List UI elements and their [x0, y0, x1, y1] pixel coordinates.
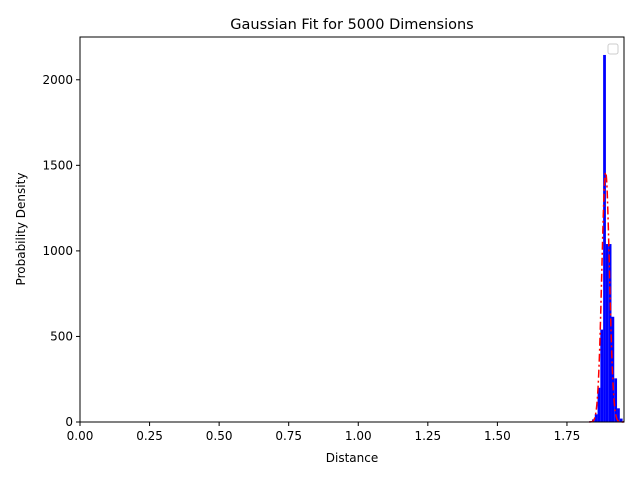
y-tick-label: 2000 [42, 73, 73, 87]
y-axis-ticks: 0 500 1000 1500 2000 [42, 73, 80, 429]
chart-title: Gaussian Fit for 5000 Dimensions [230, 17, 473, 33]
x-tick-label: 1.75 [554, 429, 581, 443]
plot-area: 0.00 0.25 0.50 0.75 1.00 1.25 1.50 1.75 0 500 100… [42, 36, 625, 443]
y-tick-label: 1500 [42, 158, 73, 172]
histogram-bar [597, 387, 601, 422]
x-tick-label: 0.50 [206, 429, 233, 443]
histogram-bar [619, 418, 623, 422]
legend [607, 43, 619, 55]
legend-box [607, 43, 619, 55]
histogram-bar [605, 244, 609, 422]
axes-frame [79, 36, 625, 423]
x-tick-label: 1.25 [414, 429, 441, 443]
y-tick-label: 500 [50, 329, 73, 343]
histogram-bar [608, 244, 612, 422]
x-tick-label: 0.00 [67, 429, 94, 443]
y-tick-label: 0 [65, 415, 73, 429]
histogram-bar [600, 329, 604, 422]
y-axis-label: Probability Density [14, 173, 28, 286]
x-tick-label: 0.75 [275, 429, 302, 443]
gaussian-fit-line [589, 171, 624, 423]
x-tick-label: 1.50 [484, 429, 511, 443]
histogram-bar [594, 414, 598, 422]
y-tick-label: 1000 [42, 244, 73, 258]
x-axis-ticks: 0.00 0.25 0.50 0.75 1.00 1.25 1.50 1.75 [67, 422, 581, 443]
histogram-bar [603, 54, 606, 422]
x-tick-label: 0.25 [136, 429, 163, 443]
histogram-bar [614, 378, 618, 422]
histogram-bar [617, 408, 620, 422]
x-tick-label: 1.00 [345, 429, 372, 443]
x-axis-label: Distance [326, 451, 378, 465]
